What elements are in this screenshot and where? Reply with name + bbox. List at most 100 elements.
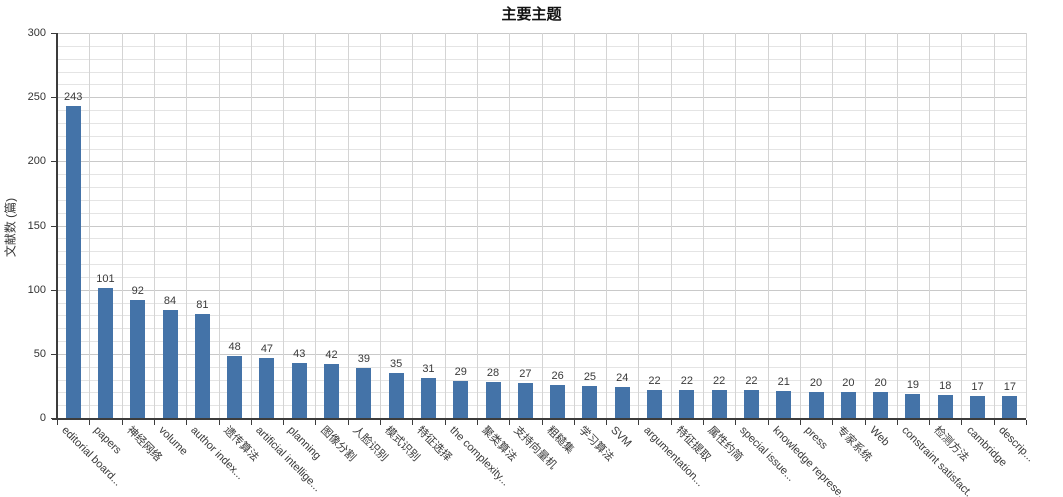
y-tick-label: 50 (33, 347, 46, 360)
bar (970, 396, 986, 418)
v-gridline (218, 33, 220, 418)
x-tick (896, 420, 898, 425)
bar-value-label: 43 (293, 347, 306, 360)
bar (679, 389, 695, 418)
bar (647, 389, 663, 418)
category-label: SVM (608, 424, 634, 450)
x-tick (929, 420, 931, 425)
bar-value-label: 48 (228, 341, 241, 354)
v-gridline (767, 33, 769, 418)
bar-value-label: 29 (454, 365, 467, 378)
bar-value-label: 24 (616, 372, 629, 385)
x-tick (638, 420, 640, 425)
y-tick (51, 161, 56, 163)
x-tick (412, 420, 414, 425)
bar-value-label: 22 (745, 374, 758, 387)
bar (291, 362, 307, 418)
x-tick (186, 420, 188, 425)
x-tick (121, 420, 123, 425)
bar (97, 288, 113, 418)
x-tick (670, 420, 672, 425)
bar (873, 392, 889, 418)
category-label: argumentation... (640, 424, 706, 489)
x-tick (218, 420, 220, 425)
v-gridline (638, 33, 640, 418)
v-gridline (896, 33, 898, 418)
bar-value-label: 20 (842, 377, 855, 390)
x-tick (799, 420, 801, 425)
v-gridline (476, 33, 478, 418)
bar (1002, 396, 1018, 418)
bar (453, 380, 469, 418)
bar-value-label: 35 (390, 358, 403, 371)
category-label: press (802, 424, 830, 452)
bar-value-label: 81 (196, 299, 209, 312)
bar (711, 389, 727, 418)
bar (808, 392, 824, 418)
bar-value-label: 243 (63, 91, 83, 104)
category-label: editorial board... (59, 424, 124, 489)
category-label: papers (91, 424, 124, 457)
x-tick (444, 420, 446, 425)
x-tick (573, 420, 575, 425)
x-tick (767, 420, 769, 425)
v-gridline (153, 33, 155, 418)
x-tick (832, 420, 834, 425)
x-tick (283, 420, 285, 425)
y-tick-label: 150 (27, 219, 46, 232)
bar (130, 299, 146, 418)
x-tick (735, 420, 737, 425)
x-tick (961, 420, 963, 425)
y-tick (51, 353, 56, 355)
v-gridline (993, 33, 995, 418)
bar (356, 367, 372, 418)
v-gridline (929, 33, 931, 418)
v-gridline (347, 33, 349, 418)
bar-value-label: 22 (648, 374, 661, 387)
bar-value-label: 22 (713, 374, 726, 387)
y-tick (51, 418, 56, 419)
v-gridline (186, 33, 188, 418)
x-tick (315, 420, 317, 425)
bar (550, 384, 566, 418)
bar-value-label: 26 (551, 369, 564, 382)
y-tick-label: 300 (27, 27, 46, 39)
bar (194, 314, 210, 418)
v-gridline (573, 33, 575, 418)
bar-value-label: 39 (357, 352, 370, 365)
y-tick (51, 289, 56, 291)
bar (905, 393, 921, 418)
v-gridline (961, 33, 963, 418)
x-tick (1026, 420, 1027, 425)
bar-value-label: 21 (777, 376, 790, 389)
x-axis-line (52, 418, 1026, 420)
chart-title: 主要主题 (501, 6, 562, 23)
bar-value-label: 22 (680, 374, 693, 387)
v-gridline (412, 33, 414, 418)
x-tick (864, 420, 866, 425)
bar-value-label: 28 (486, 367, 500, 380)
x-tick (347, 420, 349, 425)
y-tick-label: 100 (27, 283, 46, 296)
x-tick (606, 420, 608, 425)
x-tick (380, 420, 381, 425)
y-tick-label: 200 (27, 155, 46, 168)
bar-value-label: 101 (96, 273, 115, 286)
x-tick (476, 420, 478, 425)
category-label: 粗糙集 (543, 424, 576, 457)
y-tick-label: 250 (27, 91, 46, 104)
y-tick-label: 0 (39, 412, 46, 424)
bar (485, 382, 501, 418)
bar-value-label: 18 (939, 379, 952, 392)
v-gridline (670, 33, 672, 418)
v-gridline (444, 33, 446, 418)
v-gridline (380, 33, 381, 418)
x-tick (703, 420, 704, 425)
x-tick (250, 420, 252, 425)
x-tick (509, 420, 511, 425)
y-tick (51, 33, 56, 34)
bar (227, 356, 243, 418)
bar-value-label: 27 (519, 368, 532, 381)
bar-value-label: 17 (1003, 381, 1016, 394)
bar (614, 387, 630, 418)
